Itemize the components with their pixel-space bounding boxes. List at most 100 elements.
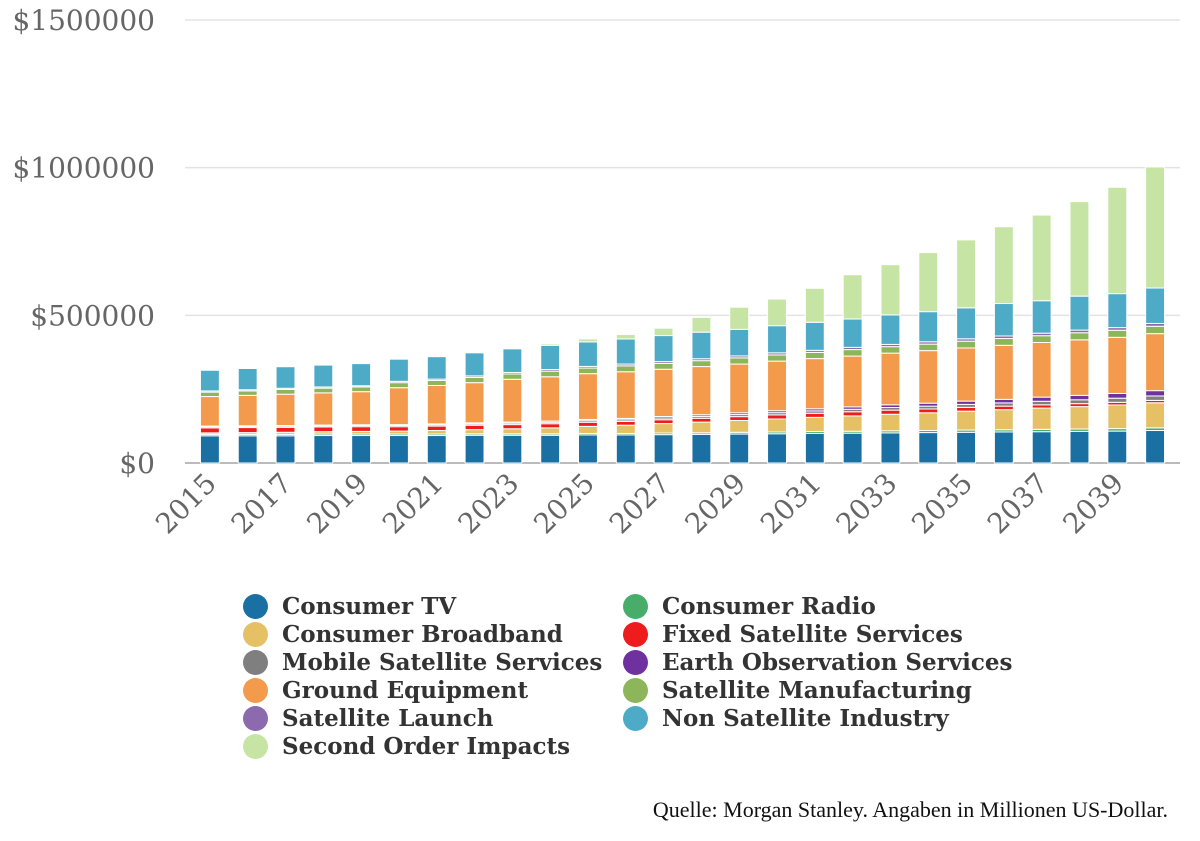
bar-segment	[615, 338, 636, 365]
x-tick-label: 2021	[376, 467, 450, 541]
legend-item-second-order-impacts[interactable]: Second Order Impacts	[243, 732, 570, 760]
bar-segment	[956, 431, 977, 464]
x-tick-label: 2027	[603, 467, 677, 541]
bar-segment	[351, 426, 372, 432]
bar-segment	[1107, 392, 1128, 399]
legend-dot-icon	[243, 705, 268, 731]
bar-segment	[993, 405, 1014, 411]
bar-segment	[199, 391, 220, 398]
bar-segment	[842, 274, 863, 320]
legend-item-consumer-radio[interactable]: Consumer Radio	[623, 592, 876, 620]
bar-segment	[578, 367, 598, 375]
legend-item-fixed-satellite-services[interactable]: Fixed Satellite Services	[623, 620, 963, 648]
bar-segment	[804, 358, 825, 410]
legend-dot-icon	[623, 649, 648, 675]
bar-segment	[1069, 406, 1090, 430]
bar-segment	[918, 252, 939, 313]
bar-segment	[199, 427, 220, 434]
legend-item-satellite-launch[interactable]: Satellite Launch	[243, 704, 494, 732]
bar-segment	[615, 365, 636, 373]
bar-segment	[842, 415, 863, 432]
bar-segment	[502, 428, 523, 435]
bar-segment	[351, 391, 372, 426]
bar-segment	[956, 406, 977, 412]
x-tick-label: 2015	[149, 467, 223, 541]
bar-segment	[653, 327, 674, 337]
bar-segment	[578, 434, 598, 464]
legend-item-consumer-tv[interactable]: Consumer TV	[243, 592, 456, 620]
bar-segment	[653, 362, 674, 370]
bar-segment	[578, 425, 598, 434]
legend-label: Satellite Launch	[282, 704, 494, 732]
bar-segment	[237, 367, 258, 391]
bar-segment	[1031, 407, 1052, 430]
bar-segment	[540, 434, 561, 464]
bar-segment	[918, 412, 939, 432]
bar-segment	[388, 426, 409, 432]
bar-segment	[540, 376, 561, 422]
bar-segment	[388, 435, 409, 464]
legend-item-mobile-satellite-services[interactable]: Mobile Satellite Services	[243, 648, 602, 676]
bar-segment	[653, 419, 674, 425]
bar-segment	[199, 435, 220, 464]
bar-segment	[729, 357, 750, 365]
bar-segment	[691, 331, 712, 360]
bar-segment	[502, 378, 523, 423]
x-tick-label: 2029	[678, 467, 752, 541]
bar-segment	[653, 434, 674, 464]
bar-segment	[1069, 201, 1090, 297]
bar-segment	[767, 433, 787, 464]
bar-segment	[540, 343, 561, 346]
legend-item-earth-observation-services[interactable]: Earth Observation Services	[623, 648, 1012, 676]
legend-label: Satellite Manufacturing	[662, 676, 972, 704]
legend-label: Second Order Impacts	[282, 732, 571, 760]
bar-segment	[691, 417, 712, 423]
bar-segment	[199, 396, 220, 427]
bar-segment	[956, 410, 977, 431]
legend-dot-icon	[243, 621, 268, 647]
bar-segment	[426, 356, 447, 380]
bar-segment	[540, 427, 561, 435]
bar-segment	[1031, 335, 1052, 344]
bar-segment	[1107, 404, 1128, 430]
bar-segment	[956, 347, 977, 402]
bar-segment	[956, 340, 977, 349]
bar-segment	[653, 423, 674, 434]
bar-segment	[1069, 430, 1090, 464]
bar-segment	[615, 434, 636, 464]
bar-segment	[275, 366, 296, 389]
bar-segment	[199, 369, 220, 392]
legend-item-consumer-broadband[interactable]: Consumer Broadband	[243, 620, 563, 648]
bar-segment	[615, 371, 636, 419]
legend-item-ground-equipment[interactable]: Ground Equipment	[243, 676, 528, 704]
legend-dot-icon	[243, 677, 268, 703]
bar-segment	[426, 430, 447, 435]
bar-segment	[880, 432, 901, 464]
bar-segment	[1145, 395, 1166, 401]
bar-segment	[237, 427, 258, 434]
bar-segment	[918, 408, 939, 414]
x-tick-label: 2039	[1057, 467, 1131, 541]
bar-segment	[767, 418, 787, 433]
bar-segment	[691, 433, 712, 464]
bar-segment	[993, 344, 1014, 400]
bar-segment	[1069, 332, 1090, 341]
bar-segment	[729, 306, 750, 330]
bar-segment	[1145, 430, 1166, 464]
bar-segment	[1145, 333, 1166, 392]
bar-segment	[918, 350, 939, 404]
legend-item-non-satellite-industry[interactable]: Non Satellite Industry	[623, 704, 949, 732]
bar-segment	[351, 363, 372, 387]
bar-segment	[804, 412, 825, 418]
legend: Consumer TV Consumer Radio Consumer Broa…	[243, 592, 1063, 762]
bar-segment	[615, 420, 636, 426]
bar-segment	[237, 390, 258, 396]
bar-segment	[426, 379, 447, 386]
bar-segment	[993, 409, 1014, 431]
legend-label: Consumer TV	[282, 592, 457, 620]
y-tick-label: $500000	[30, 299, 155, 332]
legend-label: Ground Equipment	[282, 676, 529, 704]
legend-dot-icon	[623, 677, 648, 703]
legend-item-satellite-manufacturing[interactable]: Satellite Manufacturing	[623, 676, 972, 704]
bar-segment	[842, 318, 863, 348]
